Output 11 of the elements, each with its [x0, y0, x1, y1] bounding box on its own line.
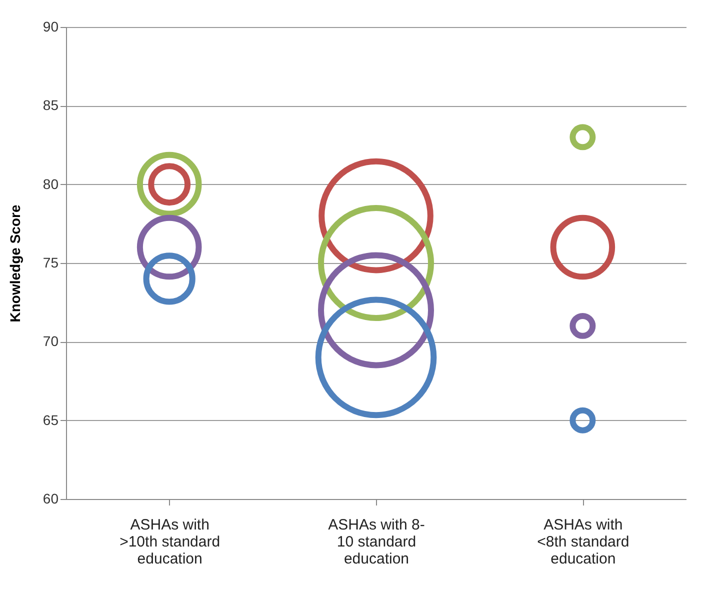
x-tick-label: ASHAs with <8th standard education: [537, 516, 630, 568]
y-tick-label: 85: [42, 97, 59, 114]
y-tick-label: 65: [42, 412, 59, 428]
y-tick-label: 80: [42, 176, 59, 192]
y-axis-title: Knowledge Score: [6, 204, 23, 322]
y-tick-label: 75: [42, 254, 59, 270]
y-tick-label: 70: [42, 333, 59, 350]
y-tick-label: 90: [42, 18, 59, 34]
x-tick-label: ASHAs with 8-10 standard education: [328, 516, 425, 568]
y-tick-label: 60: [42, 490, 59, 506]
x-tick-label: ASHAs with >10th standard education: [120, 516, 220, 568]
